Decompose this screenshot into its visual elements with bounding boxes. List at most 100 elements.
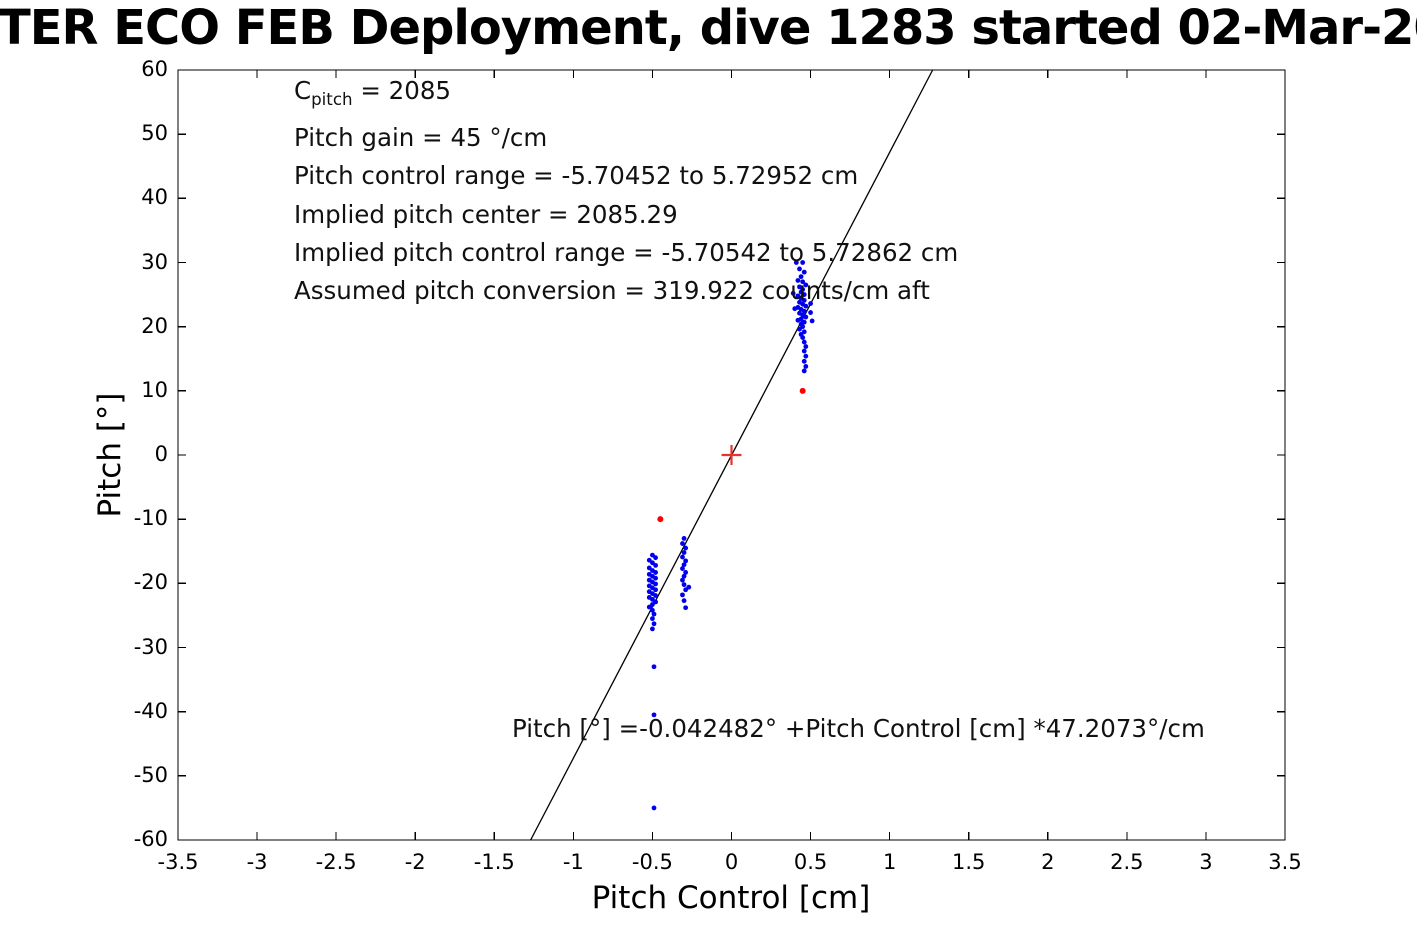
blue_dots-point [646,604,652,610]
blue_dots-point [683,570,689,575]
blue_dots-point [798,274,804,280]
figure-title: TER ECO FEB Deployment, dive 1283 starte… [0,0,1417,56]
blue_dots-point [653,555,658,561]
blue_dots-point [803,314,809,320]
x-tick-label: 1.5 [952,850,986,874]
blue_dots-point [681,573,687,579]
annotation-implied-pitch-center: Implied pitch center = 2085.29 [294,199,678,229]
cpitch-subscript: pitch [311,89,353,109]
x-tick-label: -3.5 [157,850,199,874]
blue_dots-point [790,290,796,296]
y-tick-label: -50 [133,762,168,787]
blue_dots-point [681,536,687,541]
blue_dots-point [795,278,801,283]
blue_dots-point [797,266,802,272]
blue_dots-point [801,308,807,314]
y-tick-label: 30 [141,249,168,274]
annotation-pitch-gain: Pitch gain = 45 °/cm [294,123,548,153]
blue_dots-point [683,545,689,551]
blue_dots-point [803,344,809,349]
annotation-block: Cpitch = 2085 Pitch gain = 45 °/cm Pitch… [294,72,958,311]
blue_dots-point [681,598,687,604]
blue_dots-point [803,353,809,359]
blue_dots-point [800,335,806,340]
blue_dots-point [808,310,813,315]
cpitch-value: = 2085 [352,76,452,105]
blue_dots-point [803,303,809,309]
blue_dots-point [808,301,813,306]
blue_dots-point [653,575,658,581]
blue_dots-point [792,306,798,312]
blue_dots-point [801,368,807,374]
y-tick-label: -40 [133,698,168,723]
annotation-implied-pitch-control-range: Implied pitch control range = -5.70542 t… [294,238,959,268]
blue_dots-point [686,584,692,590]
x-tick-label: -2 [404,850,426,874]
x-tick-label: 1 [882,850,897,874]
x-tick-label: 2.5 [1110,850,1144,874]
y-tick-label: 20 [141,313,168,338]
y-tick-label: -10 [133,506,168,531]
y-tick-label: 50 [141,121,168,146]
x-tick-label: -2.5 [315,850,357,874]
annotation-pitch-control-range: Pitch control range = -5.70452 to 5.7295… [294,161,859,191]
blue_dots-point [653,570,658,575]
blue_dots-point [801,348,807,354]
blue_dots-point [681,582,687,588]
blue_dots-point [651,805,657,811]
blue_dots-point [651,664,657,670]
blue_dots-point [650,616,655,622]
blue_dots-point [681,550,687,555]
y-tick-label: -60 [133,827,168,851]
y-tick-label: 10 [141,377,168,402]
y-tick-label: 40 [141,185,168,210]
blue_dots-point [653,587,658,593]
blue_dots-point [651,621,657,627]
blue_dots-point [650,607,655,613]
fit-equation: Pitch [°] =-0.042482° +Pitch Control [cm… [512,714,1205,743]
blue_dots-point [803,282,809,288]
blue_dots-point [801,269,807,275]
x-tick-label: 0.5 [793,850,828,874]
y-tick-label: 0 [154,442,168,466]
red_dots-point [657,516,664,523]
x-tick-label: 3 [1199,850,1213,874]
blue_dots-point [680,592,685,598]
blue_dots-point [680,577,685,583]
y-tick-label: -20 [133,570,168,595]
x-tick-label: -0.5 [631,850,673,874]
blue_dots-point [795,317,801,323]
y-tick-label: -30 [133,634,168,659]
blue_dots-point [683,558,689,564]
blue_dots-point [683,605,689,611]
blue_dots-point [797,326,802,332]
blue_dots-point [800,279,806,285]
blue_dots-point [681,562,687,568]
blue_dots-point [680,541,685,546]
blue_dots-point [651,712,657,718]
blue_dots-point [680,566,685,571]
x-tick-label: 2 [1041,850,1055,874]
cpitch-prefix: C [294,76,312,105]
blue_dots-point [651,611,657,617]
blue_dots-point [800,260,806,265]
blue_dots-point [803,364,809,369]
blue_dots-point [809,318,815,324]
blue_dots-point [801,358,807,364]
x-tick-label: -3 [246,850,268,874]
annotation-assumed-pitch-conversion: Assumed pitch conversion = 319.922 count… [294,276,930,306]
blue_dots-point [650,626,655,632]
blue_dots-point [801,297,807,303]
blue_dots-point [801,339,807,345]
annotation-cpitch: Cpitch = 2085 [294,72,958,119]
x-tick-label: 3.5 [1268,850,1302,874]
blue_dots-point [680,554,685,560]
x-tick-label: -1.5 [473,850,515,874]
blue_dots-point [653,593,658,598]
blue_dots-point [793,260,799,265]
x-tick-label: 0 [724,850,739,874]
blue_dots-point [801,292,807,297]
y-tick-label: 60 [141,57,168,81]
